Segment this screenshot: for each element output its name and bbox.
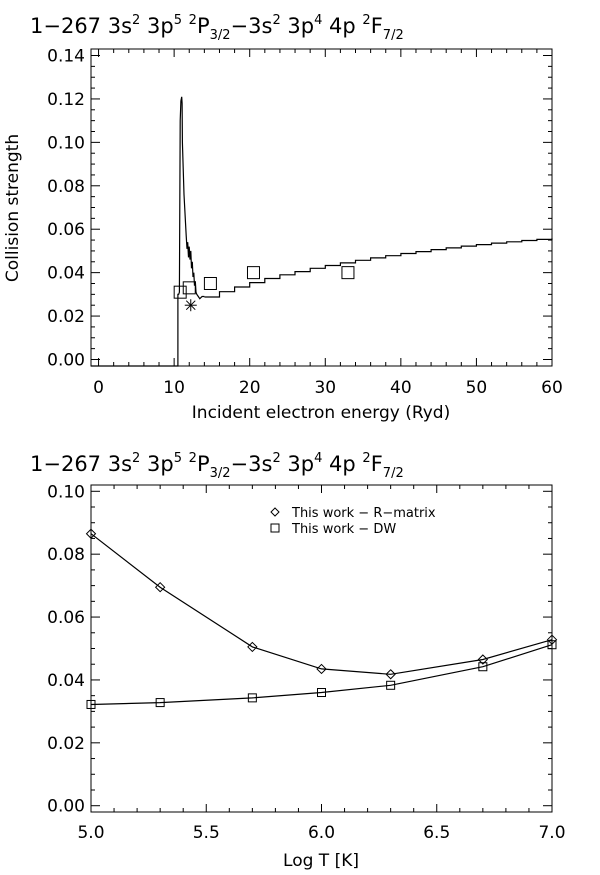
bottom-y-tick-label: 0.10 xyxy=(47,482,85,502)
top-dw-marker xyxy=(246,266,260,280)
top-x-tick-label: 40 xyxy=(390,378,412,398)
bottom-dw-marker xyxy=(547,640,557,650)
top-x-tick-label: 30 xyxy=(314,378,336,398)
top-y-tick-label: 0.10 xyxy=(47,133,85,153)
top-chart-title: 1−267 3s2 3p5 2P3/2−3s2 3p4 4p 2F7/2 xyxy=(30,13,404,43)
legend-label-dw: This work − DW xyxy=(291,522,396,537)
bottom-x-axis: 5.0 5.5 6.0 6.5 7.0 xyxy=(77,485,566,843)
top-plot-frame xyxy=(90,48,553,367)
bottom-rmatrix-marker xyxy=(385,669,396,680)
bottom-rmatrix-marker xyxy=(154,581,166,593)
top-x-tick-label: 20 xyxy=(239,378,261,398)
legend-diamond-marker xyxy=(270,507,280,517)
top-dw-marker xyxy=(203,276,217,290)
legend: This work − R−matrix This work − DW xyxy=(270,506,436,537)
bottom-y-axis: 0.00 0.02 0.04 0.06 0.08 0.10 xyxy=(47,482,552,817)
bottom-y-tick-label: 0.00 xyxy=(47,797,85,817)
top-chart: 1−267 3s2 3p5 2P3/2−3s2 3p4 4p 2F7/2 0 10… xyxy=(3,13,563,423)
bottom-rmatrix-line xyxy=(90,533,553,675)
bottom-dw-marker xyxy=(478,662,488,672)
top-x-tick-label: 50 xyxy=(466,378,488,398)
top-y-axis: 0.00 0.02 0.04 0.06 0.08 0.10 0.12 0.14 xyxy=(47,47,552,370)
bottom-y-tick-label: 0.04 xyxy=(47,671,85,691)
top-dw-marker xyxy=(341,266,355,280)
top-background-curve xyxy=(204,238,553,298)
top-dw-marker xyxy=(182,281,196,295)
top-y-tick-label: 0.02 xyxy=(47,307,85,327)
bottom-rmatrix-marker xyxy=(316,663,327,675)
legend-label-rmatrix: This work − R−matrix xyxy=(291,506,436,521)
bottom-dw-marker xyxy=(155,698,165,708)
bottom-rmatrix-marker xyxy=(477,654,489,665)
top-y-tick-label: 0.06 xyxy=(47,220,85,240)
bottom-dw-marker xyxy=(247,693,257,703)
bottom-dw-marker xyxy=(317,688,326,698)
top-x-tick-label: 60 xyxy=(541,378,563,398)
top-asterisk-marker xyxy=(184,299,197,312)
top-y-tick-label: 0.00 xyxy=(47,350,85,370)
bottom-dw-marker xyxy=(86,699,96,709)
top-x-axis-label: Incident electron energy (Ryd) xyxy=(192,403,450,423)
top-x-tick-label: 10 xyxy=(163,378,185,398)
bottom-dw-marker xyxy=(386,680,396,690)
top-y-tick-label: 0.12 xyxy=(47,90,85,110)
bottom-x-tick-label: 7.0 xyxy=(538,823,565,843)
top-plot-area xyxy=(91,96,553,367)
top-dw-marker xyxy=(173,285,187,299)
bottom-y-tick-label: 0.06 xyxy=(47,608,85,628)
top-y-axis-label: Collision strength xyxy=(3,134,23,282)
bottom-rmatrix-marker xyxy=(247,641,258,653)
legend-square-marker xyxy=(270,523,280,533)
bottom-x-tick-label: 5.0 xyxy=(77,823,104,843)
bottom-dw-line xyxy=(90,644,553,706)
top-x-axis: 0 10 20 30 40 50 60 xyxy=(93,49,563,398)
bottom-x-axis-label: Log T [K] xyxy=(283,851,359,871)
bottom-rmatrix-marker xyxy=(85,528,97,539)
bottom-x-tick-label: 5.5 xyxy=(193,823,220,843)
top-resonance-curve xyxy=(91,96,205,367)
bottom-chart-title: 1−267 3s2 3p5 2P3/2−3s2 3p4 4p 2F7/2 xyxy=(30,451,404,481)
bottom-x-tick-label: 6.5 xyxy=(423,823,450,843)
top-y-tick-label: 0.04 xyxy=(47,264,85,284)
bottom-chart: 1−267 3s2 3p5 2P3/2−3s2 3p4 4p 2F7/2 5.0… xyxy=(30,451,566,871)
bottom-rmatrix-marker xyxy=(546,634,558,645)
top-x-tick-label: 0 xyxy=(93,378,104,398)
bottom-x-tick-label: 6.0 xyxy=(308,823,335,843)
bottom-y-tick-label: 0.02 xyxy=(47,734,85,754)
bottom-plot-area xyxy=(85,528,558,709)
top-y-tick-label: 0.14 xyxy=(47,47,85,67)
bottom-y-tick-label: 0.08 xyxy=(47,545,85,565)
top-y-tick-label: 0.08 xyxy=(47,177,85,197)
asterisk-stroke xyxy=(185,300,196,311)
